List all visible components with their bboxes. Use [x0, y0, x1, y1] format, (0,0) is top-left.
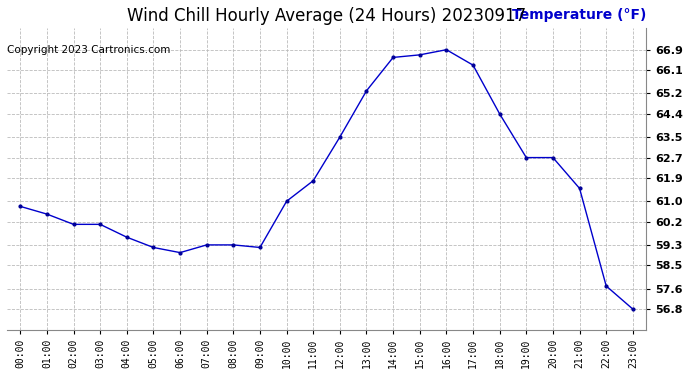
Text: Temperature (°F): Temperature (°F)	[512, 8, 646, 22]
Title: Wind Chill Hourly Average (24 Hours) 20230917: Wind Chill Hourly Average (24 Hours) 202…	[127, 7, 526, 25]
Text: Copyright 2023 Cartronics.com: Copyright 2023 Cartronics.com	[7, 45, 170, 55]
